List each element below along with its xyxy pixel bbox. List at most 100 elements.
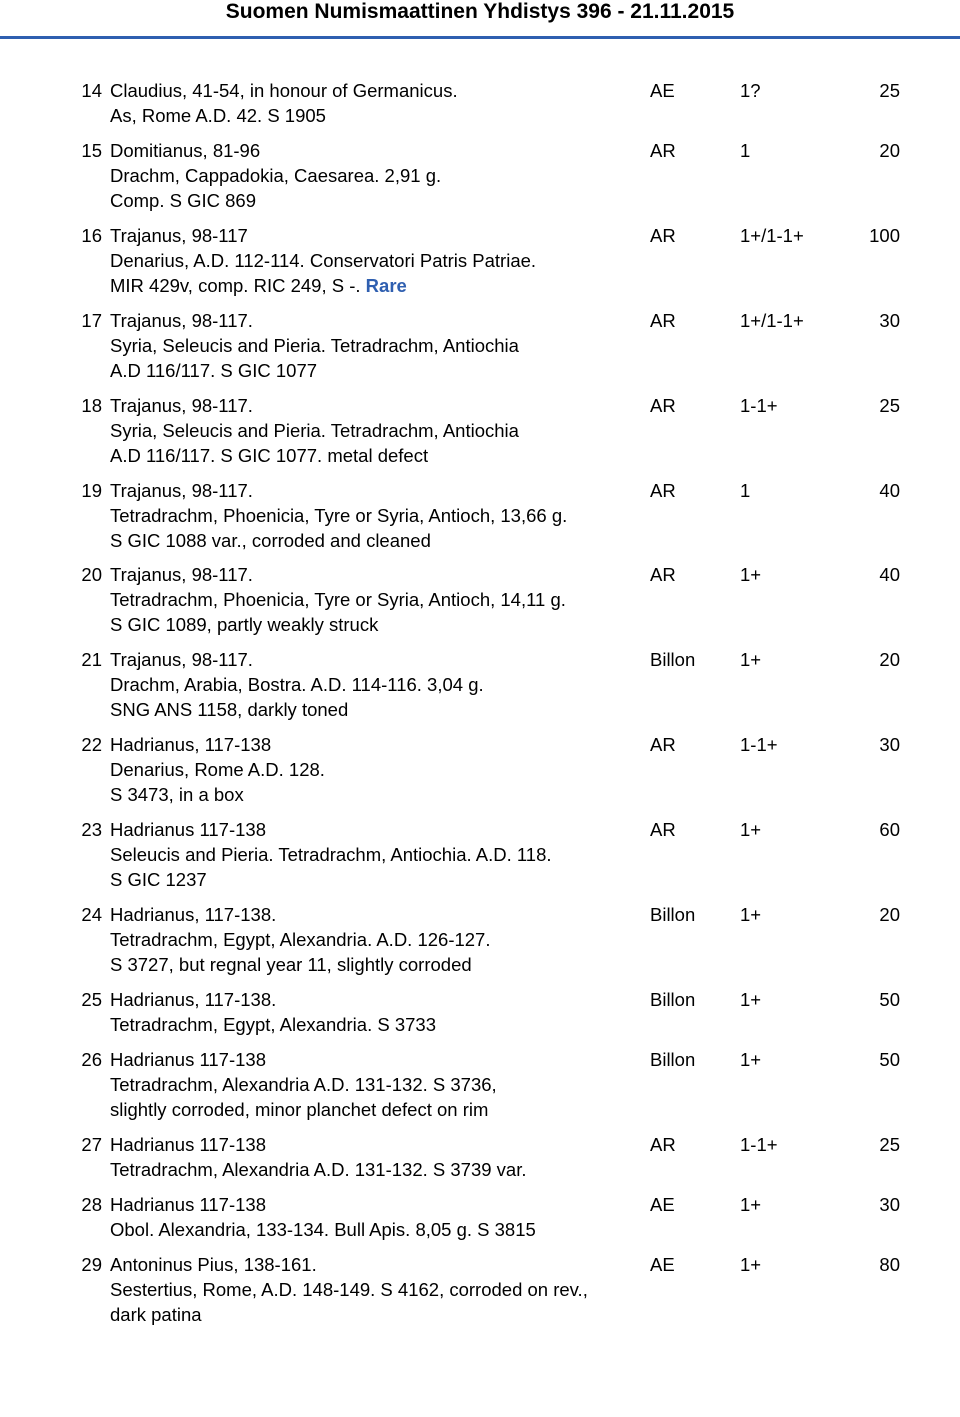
lot-grade: 1-1+ — [740, 384, 830, 469]
lot-description: Trajanus, 98-117Denarius, A.D. 112-114. … — [110, 214, 630, 299]
lot-row: 29Antoninus Pius, 138-161.Sestertius, Ro… — [60, 1243, 900, 1328]
lot-description: Antoninus Pius, 138-161.Sestertius, Rome… — [110, 1243, 630, 1328]
lot-description: Trajanus, 98-117.Syria, Seleucis and Pie… — [110, 384, 630, 469]
lot-row: 16Trajanus, 98-117Denarius, A.D. 112-114… — [60, 214, 900, 299]
lot-title: Trajanus, 98-117. — [110, 563, 630, 588]
lot-row: 15Domitianus, 81-96Drachm, Cappadokia, C… — [60, 129, 900, 214]
lot-number: 23 — [60, 808, 110, 893]
lot-price: 30 — [830, 723, 900, 808]
lot-description: Hadrianus 117-138Obol. Alexandria, 133-1… — [110, 1183, 630, 1243]
lot-line2: Seleucis and Pieria. Tetradrachm, Antioc… — [110, 843, 630, 868]
lot-row: 18Trajanus, 98-117.Syria, Seleucis and P… — [60, 384, 900, 469]
lot-description: Hadrianus 117-138Seleucis and Pieria. Te… — [110, 808, 630, 893]
lot-title: Hadrianus 117-138 — [110, 1048, 630, 1073]
lot-title: Hadrianus 117-138 — [110, 1133, 630, 1158]
lot-metal: AR — [630, 1123, 740, 1183]
lot-price: 20 — [830, 129, 900, 214]
lot-row: 26Hadrianus 117-138Tetradrachm, Alexandr… — [60, 1038, 900, 1123]
rare-label: Rare — [366, 275, 407, 296]
lot-number: 28 — [60, 1183, 110, 1243]
lot-row: 14Claudius, 41-54, in honour of Germanic… — [60, 69, 900, 129]
lot-description: Trajanus, 98-117.Tetradrachm, Phoenicia,… — [110, 553, 630, 638]
lot-metal: AR — [630, 214, 740, 299]
lot-title: Hadrianus, 117-138. — [110, 903, 630, 928]
lot-grade: 1-1+ — [740, 723, 830, 808]
lot-line2: Obol. Alexandria, 133-134. Bull Apis. 8,… — [110, 1218, 630, 1243]
lot-title: Antoninus Pius, 138-161. — [110, 1253, 630, 1278]
lot-line3: MIR 429v, comp. RIC 249, S -. Rare — [110, 274, 630, 299]
lot-line3: S GIC 1237 — [110, 868, 630, 893]
lot-line3: Comp. S GIC 869 — [110, 189, 630, 214]
lot-number: 25 — [60, 978, 110, 1038]
lot-line2: Drachm, Arabia, Bostra. A.D. 114-116. 3,… — [110, 673, 630, 698]
lot-price: 30 — [830, 1183, 900, 1243]
lot-title: Trajanus, 98-117. — [110, 394, 630, 419]
lot-number: 18 — [60, 384, 110, 469]
lot-description: Trajanus, 98-117.Syria, Seleucis and Pie… — [110, 299, 630, 384]
page-title: Suomen Numismaattinen Yhdistys 396 - 21.… — [0, 0, 960, 24]
lot-metal: Billon — [630, 893, 740, 978]
lot-description: Claudius, 41-54, in honour of Germanicus… — [110, 69, 630, 129]
lot-price: 50 — [830, 978, 900, 1038]
lot-line3: S GIC 1089, partly weakly struck — [110, 613, 630, 638]
lot-title: Claudius, 41-54, in honour of Germanicus… — [110, 79, 630, 104]
lot-line3: slightly corroded, minor planchet defect… — [110, 1098, 630, 1123]
lot-line2: Tetradrachm, Phoenicia, Tyre or Syria, A… — [110, 504, 630, 529]
lot-line2: Tetradrachm, Egypt, Alexandria. S 3733 — [110, 1013, 630, 1038]
lot-number: 14 — [60, 69, 110, 129]
lot-price: 80 — [830, 1243, 900, 1328]
lot-number: 19 — [60, 469, 110, 554]
lot-row: 20Trajanus, 98-117.Tetradrachm, Phoenici… — [60, 553, 900, 638]
lot-number: 24 — [60, 893, 110, 978]
lot-price: 25 — [830, 69, 900, 129]
lot-row: 28Hadrianus 117-138Obol. Alexandria, 133… — [60, 1183, 900, 1243]
lot-line2: Syria, Seleucis and Pieria. Tetradrachm,… — [110, 419, 630, 444]
lot-number: 26 — [60, 1038, 110, 1123]
lot-line3: A.D 116/117. S GIC 1077 — [110, 359, 630, 384]
lot-metal: AR — [630, 299, 740, 384]
lot-price: 25 — [830, 384, 900, 469]
lot-grade: 1+ — [740, 553, 830, 638]
lot-metal: Billon — [630, 638, 740, 723]
lot-line2: Drachm, Cappadokia, Caesarea. 2,91 g. — [110, 164, 630, 189]
lot-title: Hadrianus 117-138 — [110, 818, 630, 843]
lot-price: 100 — [830, 214, 900, 299]
lot-number: 21 — [60, 638, 110, 723]
lot-line3-text: MIR 429v, comp. RIC 249, S -. — [110, 275, 366, 296]
lot-number: 15 — [60, 129, 110, 214]
lot-grade: 1-1+ — [740, 1123, 830, 1183]
lot-grade: 1? — [740, 69, 830, 129]
lot-line3: S GIC 1088 var., corroded and cleaned — [110, 529, 630, 554]
lot-metal: AR — [630, 129, 740, 214]
lot-grade: 1+ — [740, 893, 830, 978]
lot-description: Trajanus, 98-117.Drachm, Arabia, Bostra.… — [110, 638, 630, 723]
lot-price: 20 — [830, 638, 900, 723]
lot-title: Hadrianus, 117-138 — [110, 733, 630, 758]
lot-row: 24Hadrianus, 117-138.Tetradrachm, Egypt,… — [60, 893, 900, 978]
lot-grade: 1+ — [740, 1183, 830, 1243]
lot-line2: Denarius, Rome A.D. 128. — [110, 758, 630, 783]
lot-grade: 1+ — [740, 978, 830, 1038]
lot-line2: As, Rome A.D. 42. S 1905 — [110, 104, 630, 129]
lot-metal: AR — [630, 808, 740, 893]
lot-metal: AE — [630, 69, 740, 129]
lot-grade: 1+/1-1+ — [740, 299, 830, 384]
lot-line3: A.D 116/117. S GIC 1077. metal defect — [110, 444, 630, 469]
lot-row: 19Trajanus, 98-117.Tetradrachm, Phoenici… — [60, 469, 900, 554]
lot-row: 25Hadrianus, 117-138.Tetradrachm, Egypt,… — [60, 978, 900, 1038]
lot-metal: Billon — [630, 978, 740, 1038]
lot-metal: AE — [630, 1183, 740, 1243]
lot-line3: dark patina — [110, 1303, 630, 1328]
lot-price: 30 — [830, 299, 900, 384]
lot-metal: AR — [630, 384, 740, 469]
lot-price: 60 — [830, 808, 900, 893]
lot-number: 29 — [60, 1243, 110, 1328]
lot-description: Trajanus, 98-117.Tetradrachm, Phoenicia,… — [110, 469, 630, 554]
header-rule — [0, 36, 960, 39]
lot-line2: Syria, Seleucis and Pieria. Tetradrachm,… — [110, 334, 630, 359]
lot-line2: Sestertius, Rome, A.D. 148-149. S 4162, … — [110, 1278, 630, 1303]
lot-number: 22 — [60, 723, 110, 808]
lot-line2: Tetradrachm, Egypt, Alexandria. A.D. 126… — [110, 928, 630, 953]
lot-line2: Tetradrachm, Alexandria A.D. 131-132. S … — [110, 1158, 630, 1183]
lot-table: 14Claudius, 41-54, in honour of Germanic… — [60, 69, 900, 1328]
